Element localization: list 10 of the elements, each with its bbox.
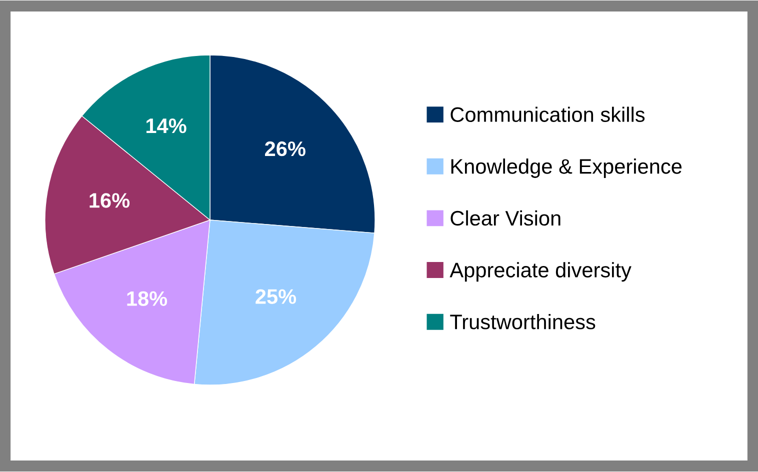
data-label: 16% xyxy=(90,193,130,208)
legend-label: Appreciate diversity xyxy=(450,262,632,282)
data-label: 25% xyxy=(256,289,296,304)
data-label: 18% xyxy=(127,291,168,306)
legend-label: Knowledge & Experience xyxy=(451,158,682,178)
data-label: 14% xyxy=(146,118,186,134)
data-label: 26% xyxy=(265,141,306,156)
legend-label: Trustworthiness xyxy=(450,314,596,330)
legend-label: Communication skills xyxy=(450,106,645,122)
legend-label: Clear Vision xyxy=(450,210,560,226)
